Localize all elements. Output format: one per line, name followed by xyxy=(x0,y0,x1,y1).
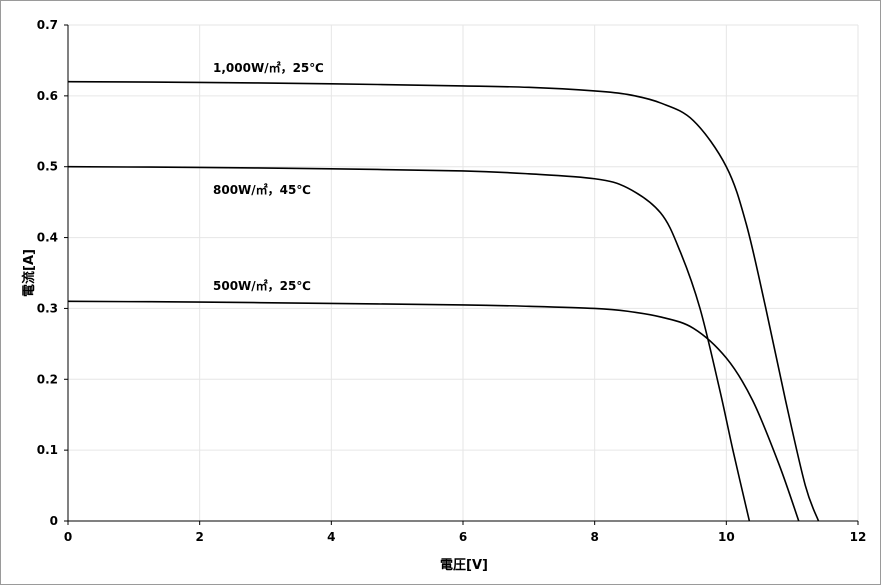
y-tick-label: 0.7 xyxy=(37,18,58,32)
y-tick-label: 0.2 xyxy=(37,372,58,386)
grid-layer xyxy=(68,24,859,521)
label-layer: 1,000W/㎡，25℃ 800W/㎡，45℃ 500W/㎡，25℃ 電圧[V]… xyxy=(21,60,488,573)
x-tick-label: 2 xyxy=(195,530,203,544)
y-axis-title: 電流[A] xyxy=(21,249,37,297)
series-line-1000w-25c xyxy=(67,80,820,522)
y-tick-label: 0.4 xyxy=(37,231,58,245)
x-tick-label: 12 xyxy=(850,530,867,544)
y-tick-label: 0.1 xyxy=(37,443,58,457)
series-label-1000w-25c: 1,000W/㎡，25℃ xyxy=(213,60,324,75)
x-tick-label: 6 xyxy=(459,530,467,544)
x-tick-label: 8 xyxy=(590,530,598,544)
y-tick-label: 0 xyxy=(50,514,58,528)
y-tick-label: 0.6 xyxy=(37,89,58,103)
series-line-800w-45c xyxy=(67,165,751,522)
axis-layer: 0 2 4 6 8 10 12 0 0.1 0.2 0.3 0.4 0.5 0.6 0.7 xyxy=(37,18,867,544)
x-tick-label: 10 xyxy=(718,530,735,544)
series-label-500w-25c: 500W/㎡，25℃ xyxy=(213,278,311,293)
x-tick-label: 0 xyxy=(64,530,72,544)
y-tick-label: 0.5 xyxy=(37,160,58,174)
y-tick-label: 0.3 xyxy=(37,301,58,315)
series-label-800w-45c: 800W/㎡，45℃ xyxy=(213,182,311,197)
x-axis-title: 電圧[V] xyxy=(440,558,488,573)
series-layer xyxy=(67,80,820,522)
series-line-500w-25c xyxy=(67,300,800,522)
x-tick-label: 4 xyxy=(327,530,335,544)
